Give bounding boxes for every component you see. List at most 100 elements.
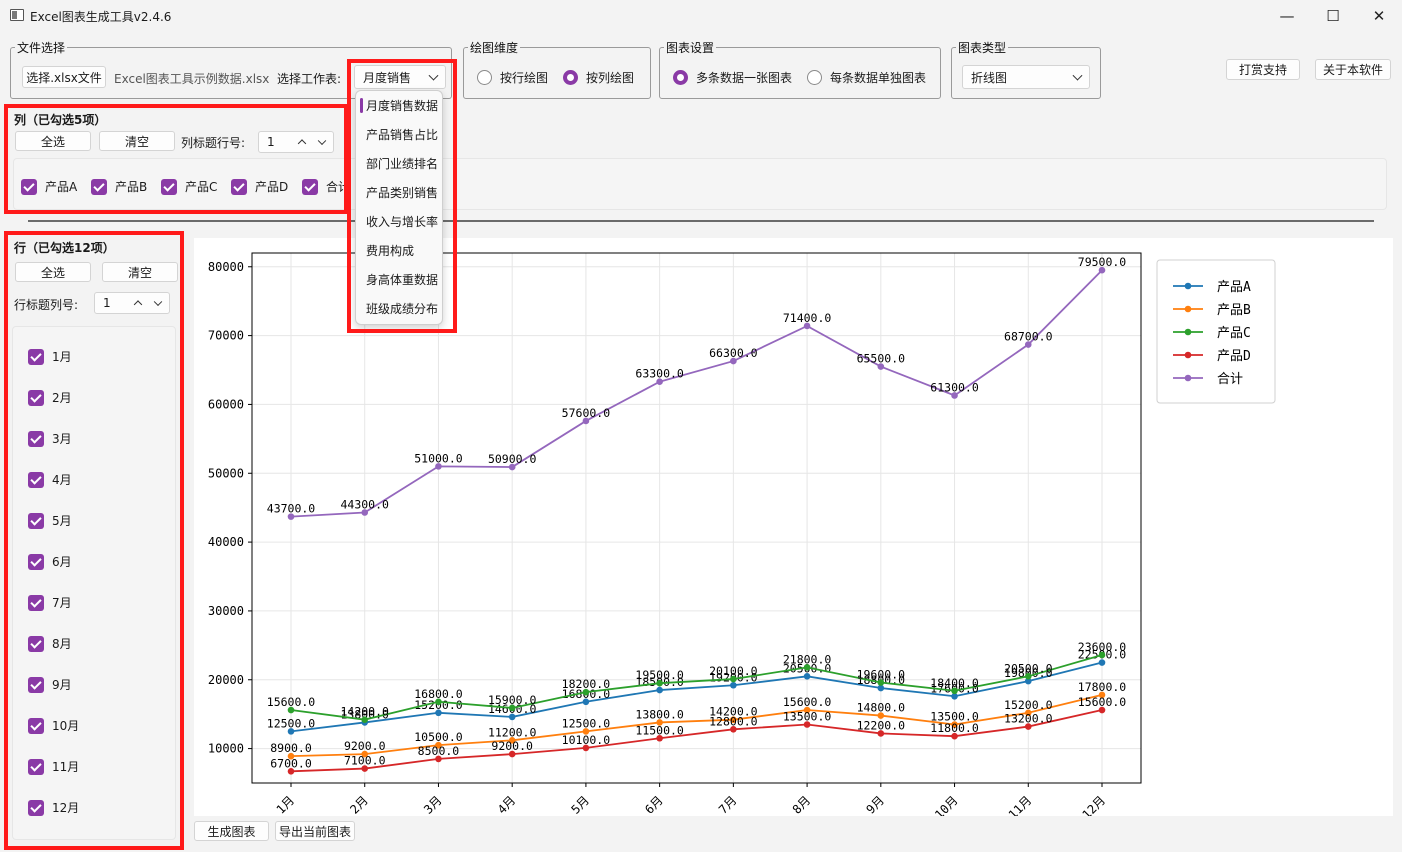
sheet-option[interactable]: 产品销售占比: [366, 128, 439, 142]
file-name-label: Excel图表工具示例数据.xlsx: [114, 72, 270, 86]
checkbox-checked-icon: [28, 553, 44, 570]
data-point: [1098, 691, 1106, 699]
data-label: 14800.0: [857, 701, 906, 715]
horizontal-scrollbar[interactable]: [28, 220, 1374, 222]
header-row-spinbox[interactable]: 1: [258, 131, 334, 153]
select-file-button[interactable]: 选择.xlsx文件: [22, 66, 106, 88]
data-label: 19600.0: [857, 668, 906, 682]
data-point: [582, 744, 590, 752]
row-checkbox[interactable]: 10月: [28, 717, 79, 734]
radio-icon: [807, 70, 822, 85]
about-button[interactable]: 关于本软件: [1315, 59, 1391, 80]
series-line: [290, 269, 1103, 518]
y-tick-label: 10000: [208, 742, 244, 756]
data-label: 20100.0: [709, 664, 758, 678]
radio-icon: [477, 70, 492, 85]
series-line: [290, 661, 1103, 733]
sheet-option[interactable]: 身高体重数据: [366, 273, 439, 287]
row-checkbox[interactable]: 12月: [28, 799, 79, 816]
minimize-button[interactable]: —: [1279, 7, 1295, 25]
close-button[interactable]: ✕: [1372, 7, 1386, 25]
data-point: [877, 712, 885, 719]
file-group-legend: 文件选择: [17, 41, 66, 55]
support-button[interactable]: 打赏支持: [1226, 59, 1300, 80]
row-checkbox[interactable]: 1月: [28, 348, 72, 365]
row-checkbox[interactable]: 3月: [28, 430, 72, 447]
column-checkbox[interactable]: 产品D: [231, 178, 288, 195]
column-checkbox[interactable]: 产品A: [21, 178, 77, 195]
row-checkbox[interactable]: 11月: [28, 758, 79, 775]
export-chart-button[interactable]: 导出当前图表: [275, 821, 355, 841]
columns-clear-button[interactable]: 清空: [99, 131, 175, 151]
legend-label: 产品D: [1217, 349, 1251, 364]
checkbox-checked-icon: [91, 178, 107, 195]
chevron-down-icon[interactable]: [317, 136, 327, 146]
y-tick-label: 20000: [208, 673, 244, 687]
x-tick-label: 1月: [274, 793, 298, 816]
checkbox-checked-icon: [28, 594, 44, 611]
x-tick-label: 4月: [495, 793, 519, 816]
data-point: [1024, 709, 1032, 717]
radio-separate-charts[interactable]: 每条数据单独图表: [807, 69, 926, 86]
column-checkbox[interactable]: 产品B: [91, 178, 147, 195]
sheet-option[interactable]: 收入与增长率: [366, 215, 439, 229]
maximize-button[interactable]: ☐: [1326, 7, 1340, 25]
column-checkbox[interactable]: 产品C: [161, 178, 217, 195]
header-col-spinbox[interactable]: 1: [94, 292, 170, 314]
row-checkbox[interactable]: 8月: [28, 635, 72, 652]
radio-plot-by-column[interactable]: 按列绘图: [563, 69, 634, 86]
columns-select-all-button[interactable]: 全选: [15, 131, 91, 151]
data-label: 50900.0: [488, 452, 537, 466]
data-label: 18200.0: [562, 677, 611, 691]
data-label: 6700.0: [270, 756, 312, 770]
data-label: 15600.0: [783, 695, 832, 709]
data-label: 13800.0: [635, 707, 684, 721]
data-label: 8900.0: [270, 741, 312, 755]
checkbox-checked-icon: [28, 758, 44, 775]
legend-label: 产品B: [1217, 303, 1251, 318]
row-checkbox[interactable]: 2月: [28, 389, 72, 406]
generate-chart-button[interactable]: 生成图表: [194, 821, 269, 841]
data-label: 12500.0: [267, 716, 316, 730]
sheet-combobox[interactable]: 月度销售: [354, 65, 446, 89]
data-label: 57600.0: [562, 406, 611, 420]
chart-settings-legend: 图表设置: [666, 41, 715, 55]
sheet-combobox-value: 月度销售: [363, 70, 412, 85]
radio-plot-by-row[interactable]: 按行绘图: [477, 69, 548, 86]
row-checkbox[interactable]: 7月: [28, 594, 72, 611]
dimension-group-legend: 绘图维度: [470, 41, 519, 55]
sheet-option[interactable]: 费用构成: [366, 244, 415, 258]
row-checkbox[interactable]: 9月: [28, 676, 72, 693]
rows-clear-button[interactable]: 清空: [102, 262, 178, 282]
data-label: 11800.0: [930, 721, 979, 735]
sheet-option[interactable]: 班级成绩分布: [366, 302, 439, 316]
chart-type-value: 折线图: [971, 70, 1008, 85]
data-label: 23600.0: [1078, 640, 1127, 654]
radio-multi-series-one-chart[interactable]: 多条数据一张图表: [673, 69, 792, 86]
checkbox-label: 9月: [52, 678, 72, 692]
row-checkbox[interactable]: 4月: [28, 471, 72, 488]
chart-type-group: 图表类型: [951, 39, 1101, 99]
header-row-label: 列标题行号:: [181, 136, 246, 150]
chart-type-combobox[interactable]: 折线图: [962, 65, 1090, 89]
checkbox-label: 3月: [52, 432, 72, 446]
sheet-option[interactable]: 月度销售数据: [360, 91, 442, 120]
data-label: 20500.0: [1004, 661, 1053, 675]
checkbox-label: 10月: [52, 719, 80, 733]
data-point: [656, 679, 663, 687]
row-checkbox[interactable]: 5月: [28, 512, 72, 529]
chevron-up-icon[interactable]: [297, 139, 307, 148]
data-point: [287, 767, 295, 775]
checkbox-label: 产品D: [255, 180, 289, 194]
chevron-down-icon[interactable]: [153, 297, 163, 307]
sheet-option[interactable]: 产品类别销售: [366, 186, 439, 200]
sheet-option[interactable]: 部门业绩排名: [366, 157, 439, 171]
row-checkbox[interactable]: 6月: [28, 553, 72, 570]
rows-select-all-button[interactable]: 全选: [15, 262, 91, 282]
data-point: [951, 732, 958, 740]
chevron-up-icon[interactable]: [133, 300, 143, 309]
legend-marker: [1184, 282, 1192, 290]
column-checkbox[interactable]: 合计: [302, 178, 350, 195]
data-point: [803, 706, 811, 714]
x-tick-label: 8月: [790, 793, 814, 816]
